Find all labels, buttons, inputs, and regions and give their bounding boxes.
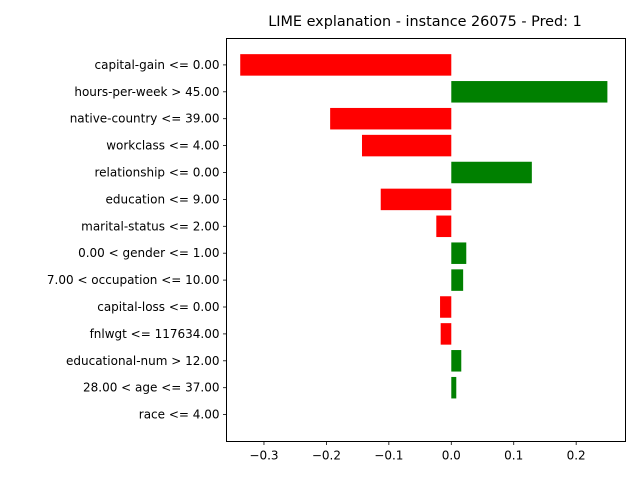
bar-11	[451, 350, 462, 372]
y-tick-label-11: educational-num > 12.00	[66, 354, 220, 368]
bar-6	[436, 215, 452, 238]
y-tick-label-4: relationship <= 0.00	[95, 166, 220, 180]
y-tick-label-13: race <= 4.00	[139, 408, 220, 422]
bar-1	[451, 81, 608, 103]
x-tick-label-4: 0.1	[504, 449, 523, 463]
y-tick-label-7: 0.00 < gender <= 1.00	[78, 246, 219, 260]
y-tick-label-9: capital-loss <= 0.00	[97, 300, 219, 314]
y-tick-label-6: marital-status <= 2.00	[81, 219, 219, 233]
y-tick-label-1: hours-per-week > 45.00	[74, 85, 219, 99]
x-axis-ticks: −0.3 −0.2 −0.1 0.0 0.1 0.2	[249, 441, 586, 463]
y-tick-label-5: education <= 9.00	[106, 192, 220, 206]
bar-8	[451, 269, 464, 291]
x-tick-label-3: 0.0	[442, 449, 461, 463]
y-tick-label-0: capital-gain <= 0.00	[95, 58, 220, 72]
bars-layer	[240, 54, 608, 399]
bar-0	[240, 54, 452, 76]
bar-12	[451, 376, 457, 399]
y-tick-label-10: fnlwgt <= 117634.00	[90, 327, 220, 341]
bar-9	[440, 296, 452, 318]
bar-4	[451, 161, 532, 184]
y-tick-label-12: 28.00 < age <= 37.00	[83, 381, 219, 395]
bar-7	[451, 242, 467, 264]
bar-5	[380, 188, 452, 211]
x-tick-label-1: −0.2	[312, 449, 341, 463]
bar-2	[330, 107, 452, 130]
chart-title: LIME explanation - instance 26075 - Pred…	[268, 14, 582, 30]
y-axis-ticks: capital-gain <= 0.00 hours-per-week > 45.…	[47, 58, 227, 422]
bar-10	[440, 323, 452, 345]
x-tick-label-5: 0.2	[567, 449, 586, 463]
y-tick-label-3: workclass <= 4.00	[106, 139, 219, 153]
x-tick-label-2: −0.1	[374, 449, 403, 463]
bar-3	[361, 134, 452, 157]
x-tick-label-0: −0.3	[249, 449, 278, 463]
y-tick-label-2: native-country <= 39.00	[70, 112, 220, 126]
y-tick-label-8: 7.00 < occupation <= 10.00	[47, 273, 220, 287]
axes-frame	[226, 38, 626, 442]
